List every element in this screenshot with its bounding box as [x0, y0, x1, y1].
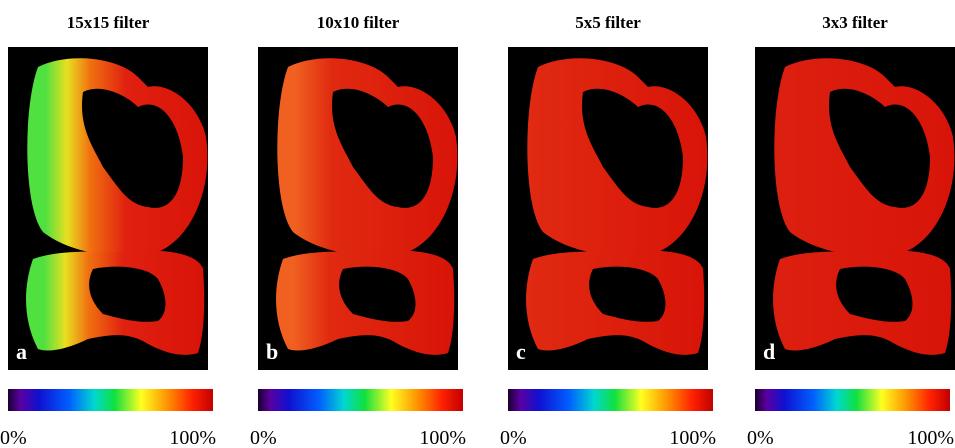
- panel-letter: d: [763, 339, 775, 364]
- colorbar-max-label: 100%: [169, 427, 216, 448]
- tissue-bottom: [26, 250, 205, 355]
- colorbar-min-label: 0%: [500, 427, 527, 448]
- colorbar: [508, 389, 713, 411]
- tissue-bottom: [526, 250, 705, 355]
- colorbar: [258, 389, 463, 411]
- colorbar-max-label: 100%: [669, 427, 716, 448]
- panel: 3x3 filter d 0% 100%: [747, 13, 955, 448]
- panel-image: b: [258, 47, 458, 370]
- panel-image: d: [755, 47, 955, 370]
- colorbar-min-label: 0%: [0, 427, 27, 448]
- tissue-top: [27, 58, 208, 256]
- panel-title: 15x15 filter: [67, 13, 150, 32]
- colorbar-max-label: 100%: [419, 427, 466, 448]
- panel-letter: b: [266, 339, 278, 364]
- colorbar: [8, 389, 213, 411]
- tissue-bottom: [276, 250, 455, 355]
- colorbar: [755, 389, 950, 411]
- panel-title: 10x10 filter: [317, 13, 400, 32]
- panel-letter: c: [516, 339, 526, 364]
- tissue-top: [277, 58, 458, 256]
- tissue-top: [527, 58, 708, 256]
- panel-image: c: [508, 47, 708, 370]
- tissue-top: [774, 58, 955, 256]
- colorbar-min-label: 0%: [747, 427, 774, 448]
- panel-title: 3x3 filter: [822, 13, 888, 32]
- panel-title: 5x5 filter: [575, 13, 641, 32]
- panel: 5x5 filter c 0% 100%: [500, 13, 716, 448]
- colorbar-min-label: 0%: [250, 427, 277, 448]
- colorbar-max-label: 100%: [907, 427, 954, 448]
- panel-letter: a: [16, 339, 27, 364]
- panel-image: a: [8, 47, 208, 370]
- panel: 15x15 filter a 0% 100%: [0, 13, 216, 448]
- tissue-bottom: [773, 250, 952, 355]
- panel: 10x10 filter b 0% 100%: [250, 13, 466, 448]
